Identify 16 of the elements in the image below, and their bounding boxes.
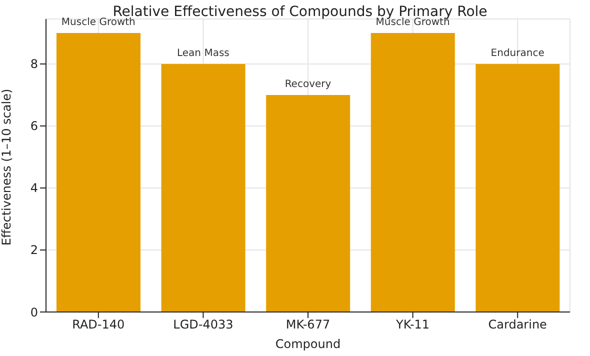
x-tick-label: MK-677	[286, 318, 330, 332]
x-tick-label: LGD-4033	[173, 318, 234, 332]
y-axis-title: Effectiveness (1–10 scale)	[0, 88, 14, 246]
y-tick-label: 2	[30, 243, 38, 258]
annotation: Endurance	[490, 48, 544, 59]
y-tick-label: 4	[30, 181, 38, 196]
x-axis-title: Compound	[275, 337, 341, 351]
y-tick-label: 0	[30, 305, 38, 320]
annotation: Muscle Growth	[376, 16, 450, 28]
y-tick-label: 8	[30, 57, 38, 72]
x-tick-label: RAD-140	[72, 318, 125, 332]
annotation: Recovery	[284, 78, 332, 90]
x-tick-label: Cardarine	[488, 318, 547, 332]
annotation: Lean Mass	[177, 48, 230, 59]
x-tick-label: YK-11	[395, 318, 430, 332]
y-tick-label: 6	[30, 119, 38, 134]
